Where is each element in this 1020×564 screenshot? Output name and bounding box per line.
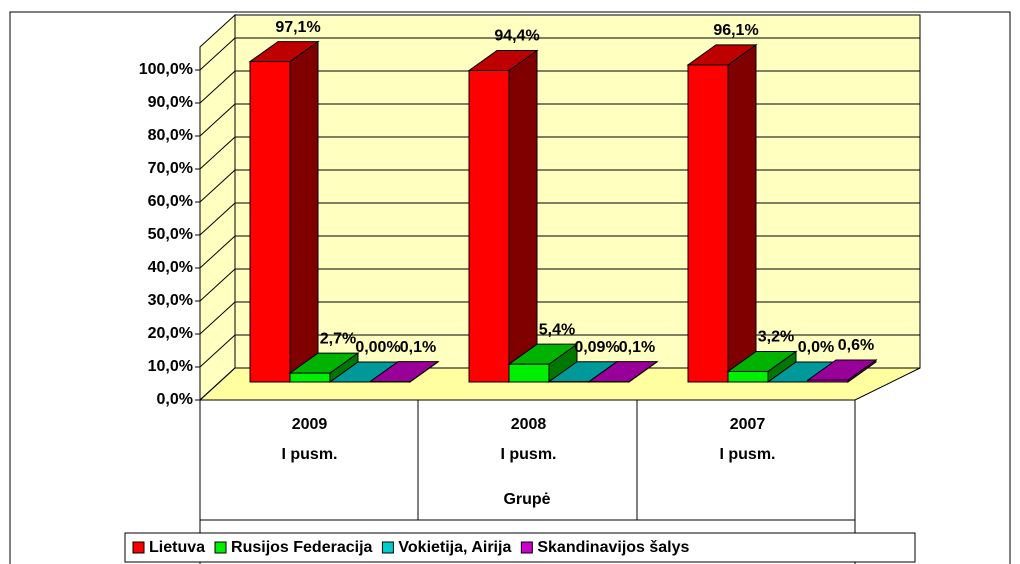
x-tick-label: 2007 xyxy=(730,416,766,433)
data-label: 3,2% xyxy=(758,329,794,346)
grid-line xyxy=(199,367,236,401)
x-tick-label: I pusm. xyxy=(281,446,337,463)
y-tick-label: 90,0% xyxy=(148,94,193,111)
category-box xyxy=(199,400,856,521)
y-tick-label: 60,0% xyxy=(148,193,193,210)
y-tick-label: 10,0% xyxy=(148,358,193,375)
x-axis-title: Grupė xyxy=(503,491,550,508)
legend-swatch xyxy=(214,541,227,554)
back-wall xyxy=(234,14,921,369)
y-tick-label: 40,0% xyxy=(148,259,193,276)
legend-swatch xyxy=(381,541,394,554)
legend-swatch xyxy=(520,541,533,554)
grid-line xyxy=(199,202,236,236)
data-label: 2,7% xyxy=(320,330,356,347)
y-tick-label: 70,0% xyxy=(148,160,193,177)
y-tick-label: 0,0% xyxy=(157,391,193,408)
legend-label: Skandinavijos šalys xyxy=(537,539,689,556)
legend-label: Rusijos Federacija xyxy=(231,539,372,556)
legend-label: Lietuva xyxy=(149,539,205,556)
bar-side xyxy=(508,49,538,383)
legend-swatch xyxy=(132,541,145,554)
grid-line xyxy=(199,235,236,269)
bar xyxy=(687,64,729,383)
y-tick-label: 30,0% xyxy=(148,292,193,309)
data-label: 0,00% xyxy=(355,339,400,356)
grid-line xyxy=(199,103,236,137)
data-label: 97,1% xyxy=(275,19,320,36)
grid-line xyxy=(199,136,236,170)
bar xyxy=(508,363,550,383)
grid-line xyxy=(199,334,236,368)
bar xyxy=(468,69,510,383)
y-tick-label: 100,0% xyxy=(139,61,193,78)
y-tick-label: 80,0% xyxy=(148,127,193,144)
bar-side xyxy=(289,40,319,383)
data-label: 0,1% xyxy=(400,339,436,356)
grid-line xyxy=(199,268,236,302)
x-tick-label: I pusm. xyxy=(719,446,775,463)
y-tick-label: 50,0% xyxy=(148,226,193,243)
bar xyxy=(289,372,331,383)
data-label: 0,1% xyxy=(619,339,655,356)
data-label: 94,4% xyxy=(494,28,539,45)
data-label: 0,09% xyxy=(574,339,619,356)
legend xyxy=(124,532,916,563)
x-tick-label: 2008 xyxy=(511,416,547,433)
grid-line xyxy=(199,37,236,71)
data-label: 5,4% xyxy=(539,321,575,338)
legend-label: Vokietija, Airija xyxy=(398,539,511,556)
data-label: 96,1% xyxy=(713,22,758,39)
y-tick-label: 20,0% xyxy=(148,325,193,342)
data-label: 0,0% xyxy=(798,339,834,356)
bar xyxy=(249,61,291,383)
x-tick-label: 2009 xyxy=(292,416,328,433)
x-tick-label: I pusm. xyxy=(500,446,556,463)
bar xyxy=(727,370,769,383)
bar xyxy=(807,379,849,383)
chart-frame xyxy=(9,11,1011,564)
grid-line xyxy=(199,169,236,203)
grid-line xyxy=(199,70,236,104)
grid-line xyxy=(199,301,236,335)
data-label: 0,6% xyxy=(838,337,874,354)
bar-side xyxy=(727,43,757,383)
